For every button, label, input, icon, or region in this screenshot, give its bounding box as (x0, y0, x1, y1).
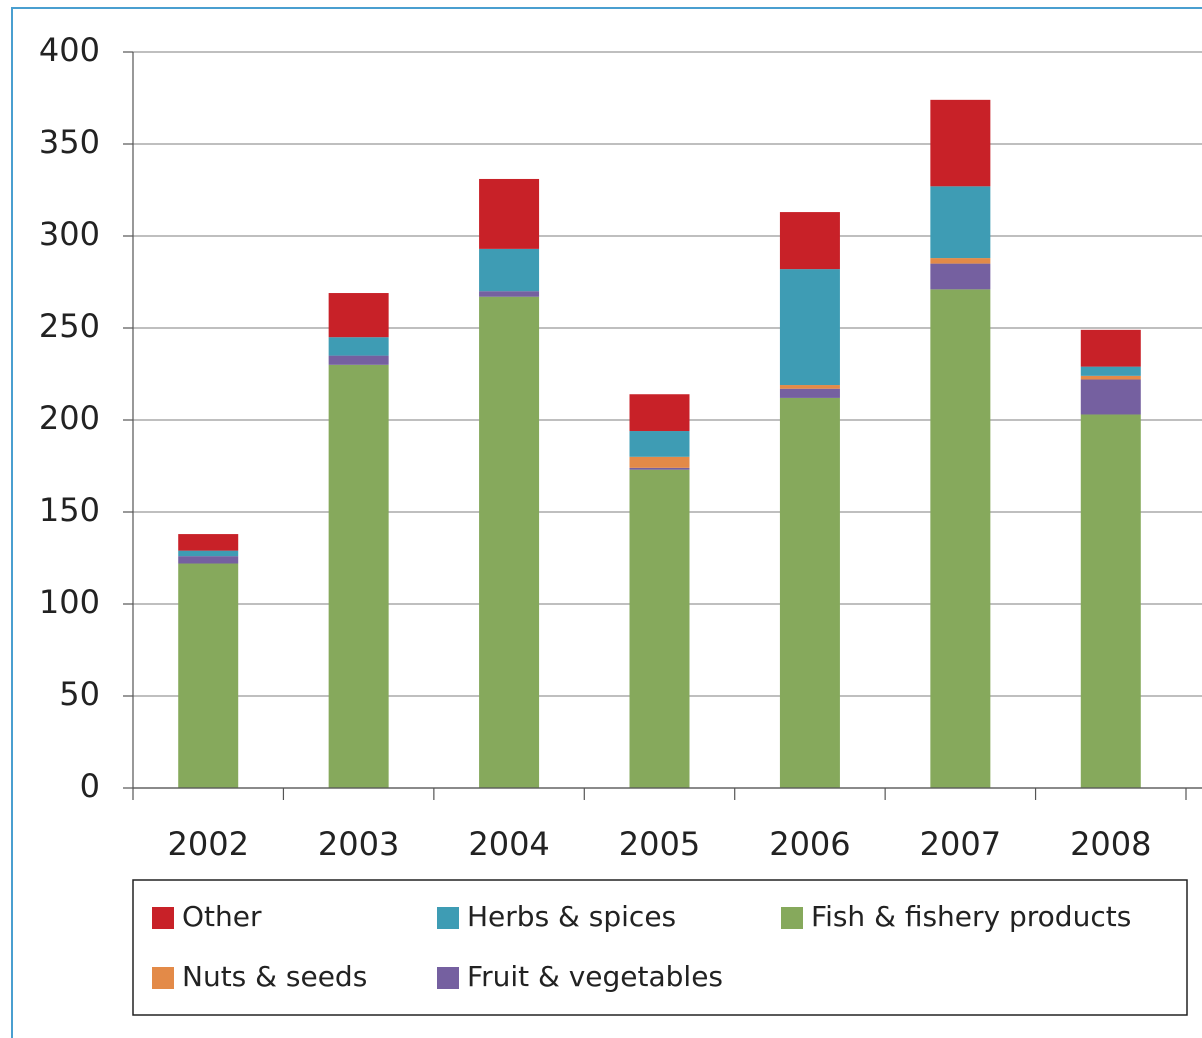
y-tick-label: 400 (39, 31, 100, 69)
x-tick-label: 2006 (769, 825, 850, 863)
y-tick-label: 200 (39, 399, 100, 437)
x-tick-label: 2007 (920, 825, 1001, 863)
bar-segment (930, 258, 991, 264)
bar-segment (779, 385, 840, 389)
legend-label: Herbs & spices (467, 900, 676, 933)
legend-swatch (437, 907, 459, 929)
bar-segment (629, 469, 690, 788)
y-tick-label: 250 (39, 307, 100, 345)
bar-segment (779, 397, 840, 788)
bar-segment (328, 364, 389, 788)
bar-segment (930, 263, 991, 290)
bar-segment (779, 388, 840, 398)
frame (11, 7, 1202, 1038)
bar-segment (629, 431, 690, 457)
bar-segment (930, 186, 991, 259)
bar-segment (779, 212, 840, 270)
legend-label: Fruit & vegetables (467, 960, 723, 993)
x-tick-label: 2008 (1070, 825, 1151, 863)
bar-segment (178, 534, 239, 551)
legend-label: Nuts & seeds (182, 960, 367, 993)
bar-segment (178, 556, 239, 564)
bar-segment (1080, 366, 1141, 376)
bar-segment (629, 456, 690, 468)
bar-segment (930, 289, 991, 788)
legend-swatch (152, 967, 174, 989)
bar-segment (1080, 414, 1141, 788)
bar-segment (328, 293, 389, 338)
legend-label: Fish & fishery products (811, 900, 1131, 933)
bar-segment (328, 355, 389, 365)
x-tick-label: 2003 (318, 825, 399, 863)
bar-segment (629, 467, 690, 470)
x-tick-label: 2004 (468, 825, 549, 863)
legend-box (132, 879, 1188, 1016)
legend-swatch (437, 967, 459, 989)
y-tick-label: 150 (39, 491, 100, 529)
legend-label: Other (182, 900, 262, 933)
y-tick-label: 50 (59, 675, 100, 713)
bar-segment (930, 99, 991, 187)
bar-segment (1080, 329, 1141, 367)
y-tick-label: 100 (39, 583, 100, 621)
bar-segment (479, 248, 540, 292)
y-tick-label: 350 (39, 123, 100, 161)
bar-segment (629, 394, 690, 432)
x-tick-label: 2005 (619, 825, 700, 863)
bar-segment (178, 550, 239, 557)
bar-segment (479, 291, 540, 297)
bar-segment (328, 337, 389, 356)
bar-segment (178, 563, 239, 788)
legend-swatch (781, 907, 803, 929)
y-tick-label: 300 (39, 215, 100, 253)
bar-segment (1080, 379, 1141, 415)
y-tick-label: 0 (80, 767, 100, 805)
x-tick-label: 2002 (167, 825, 248, 863)
bar-segment (779, 269, 840, 386)
legend-swatch (152, 907, 174, 929)
bar-segment (479, 296, 540, 788)
bar-segment (479, 178, 540, 249)
bar-segment (1080, 375, 1141, 380)
